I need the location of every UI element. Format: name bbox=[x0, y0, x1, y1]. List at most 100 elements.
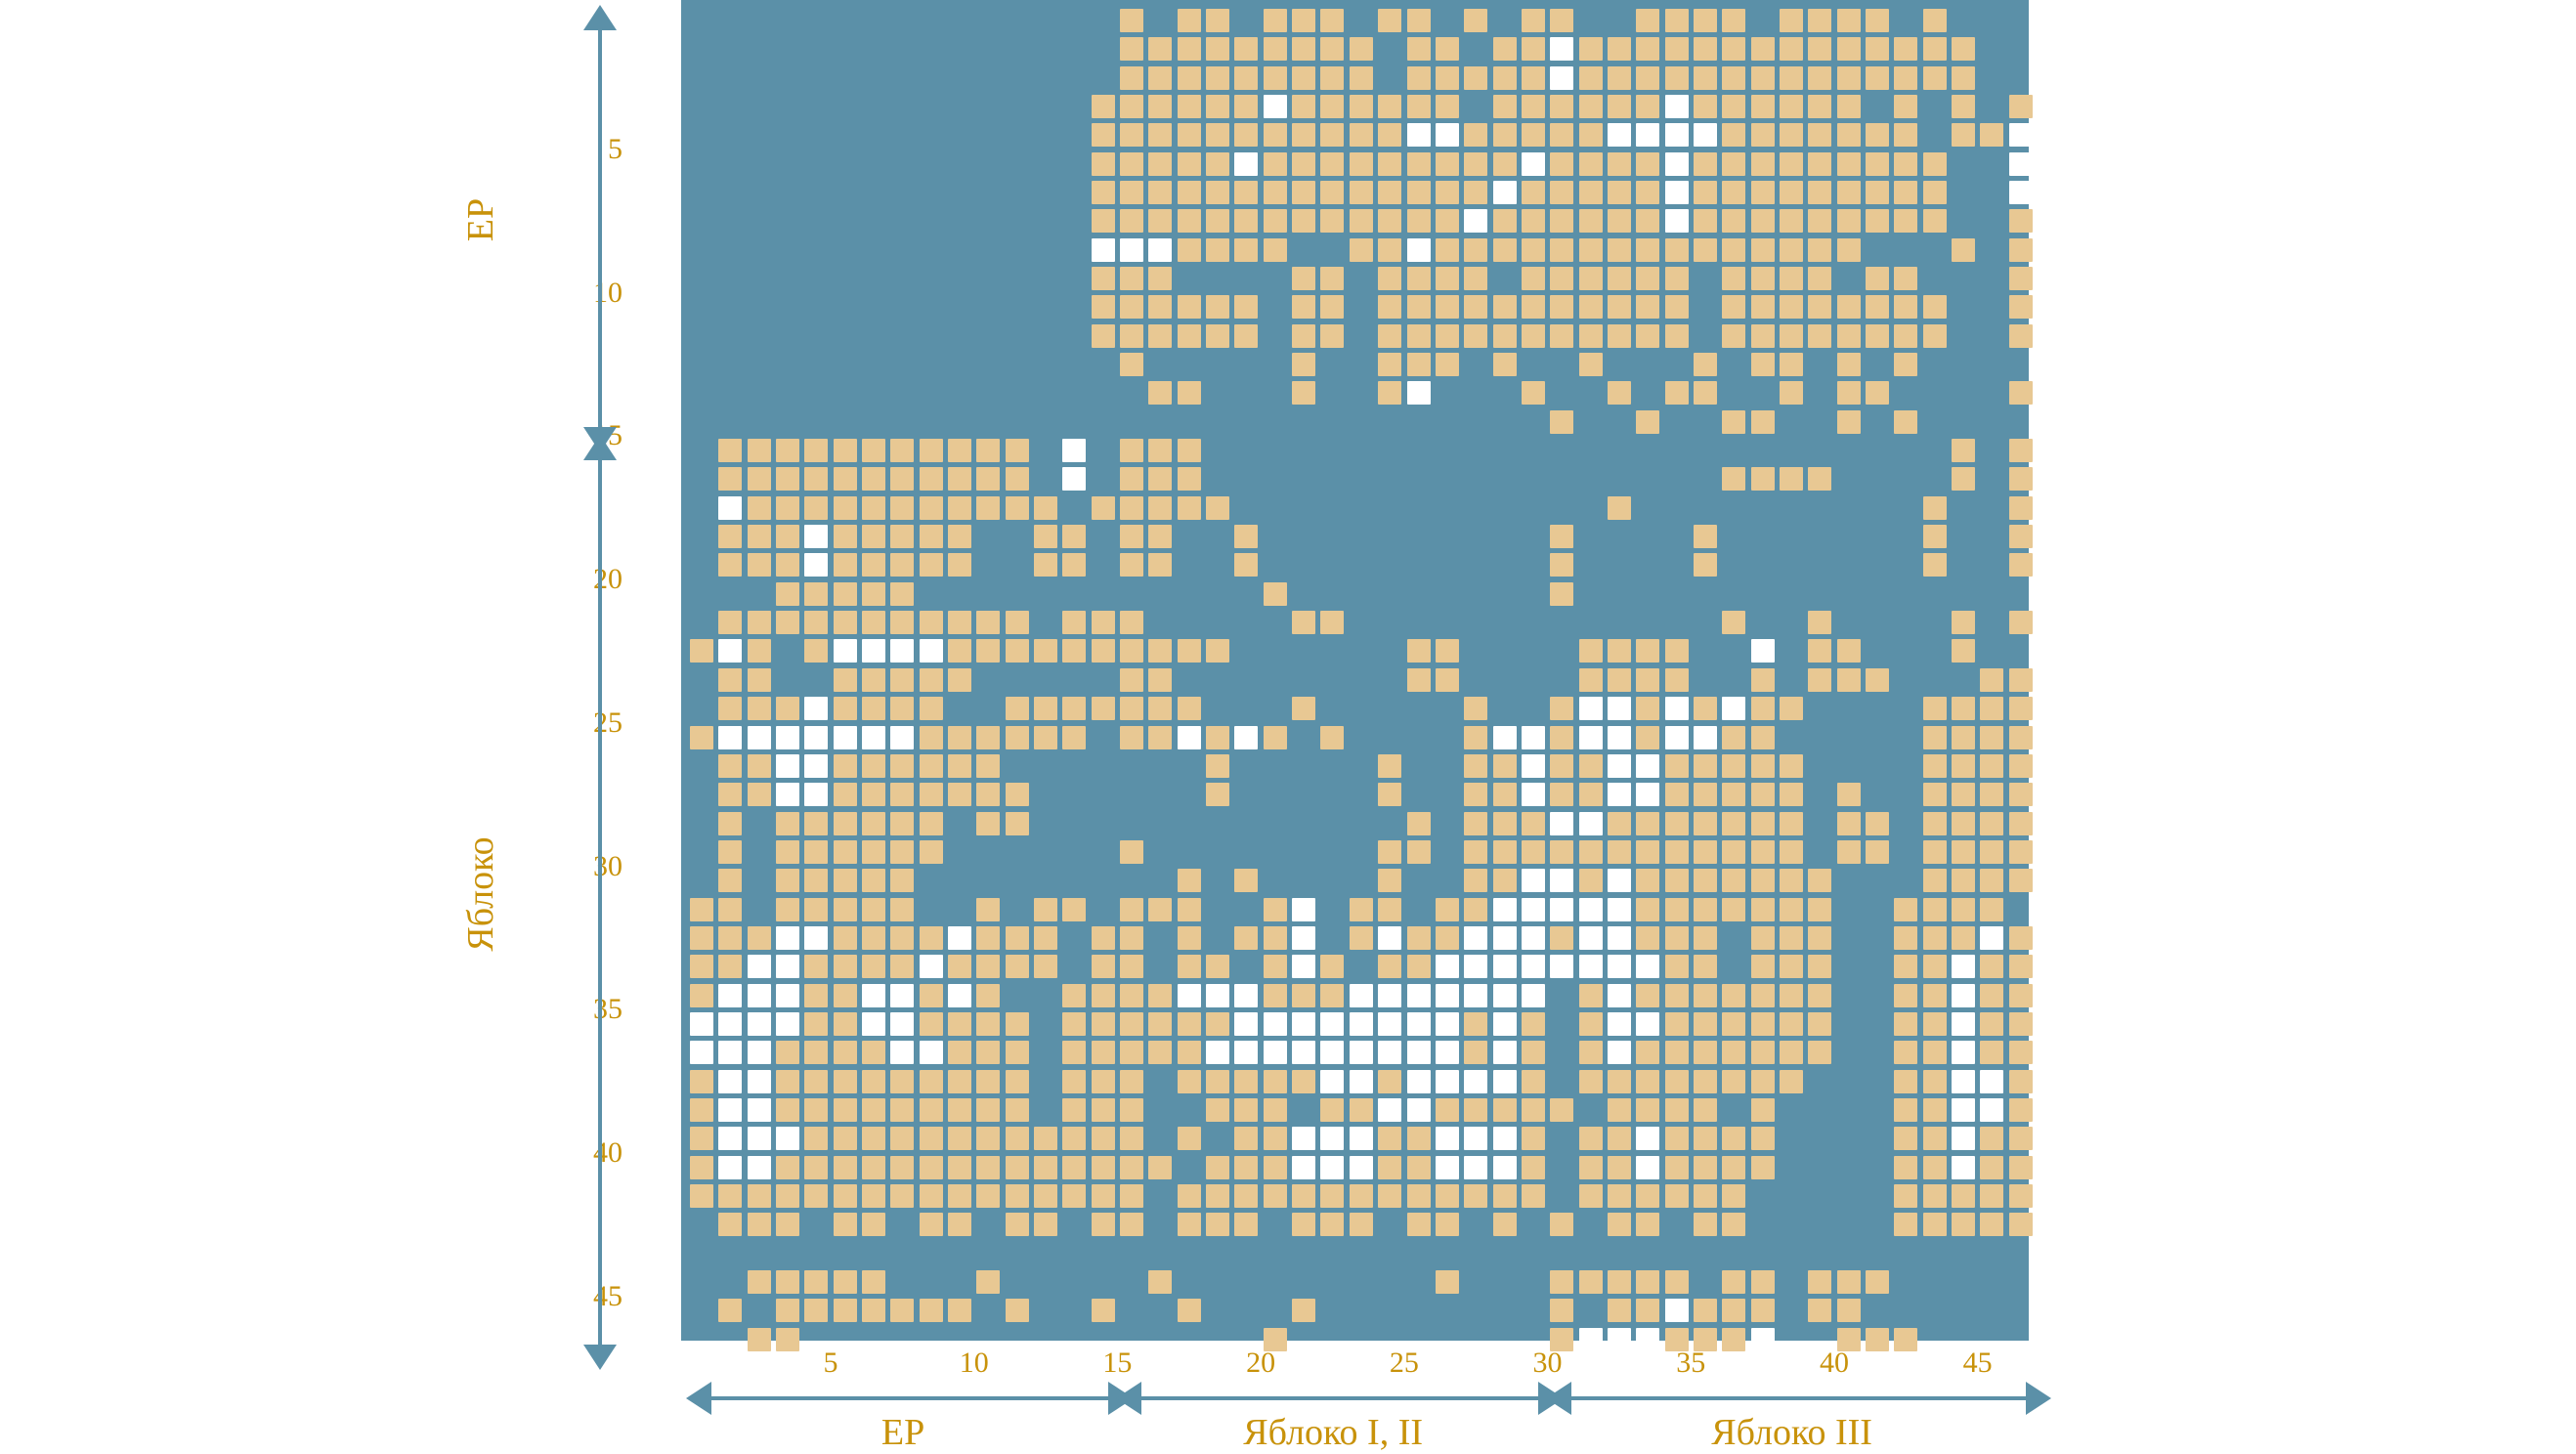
heatmap-cell bbox=[1120, 439, 1144, 463]
heatmap-cell bbox=[1263, 1183, 1287, 1208]
heatmap-cell bbox=[890, 495, 915, 520]
heatmap-cell bbox=[1980, 753, 2004, 778]
heatmap-cell bbox=[1836, 353, 1861, 377]
heatmap-cell bbox=[1406, 1127, 1431, 1151]
heatmap-cell bbox=[776, 1155, 800, 1179]
heatmap-cell bbox=[1234, 323, 1259, 348]
heatmap-cell bbox=[1750, 323, 1775, 348]
heatmap-cell bbox=[1148, 525, 1173, 549]
heatmap-cell bbox=[1464, 65, 1488, 90]
heatmap-cell bbox=[1464, 267, 1488, 291]
heatmap-cell bbox=[833, 1097, 857, 1122]
heatmap-cell bbox=[804, 1097, 829, 1122]
heatmap-cell bbox=[1894, 353, 1918, 377]
heatmap-cell bbox=[1636, 869, 1660, 893]
heatmap-cell bbox=[1091, 925, 1115, 950]
heatmap-cell bbox=[1607, 495, 1631, 520]
heatmap-cell bbox=[948, 1041, 972, 1065]
heatmap-cell bbox=[1148, 181, 1173, 205]
heatmap-cell bbox=[1206, 783, 1230, 807]
heatmap-cell bbox=[776, 1127, 800, 1151]
heatmap-cell bbox=[1435, 1213, 1459, 1237]
heatmap-cell bbox=[1578, 95, 1603, 119]
heatmap-cell bbox=[919, 1069, 943, 1093]
heatmap-cell bbox=[1292, 65, 1316, 90]
heatmap-cell bbox=[1636, 925, 1660, 950]
heatmap-cell bbox=[1349, 37, 1373, 62]
heatmap-cell bbox=[1865, 181, 1889, 205]
heatmap-cell bbox=[1722, 697, 1746, 721]
heatmap-cell bbox=[1435, 323, 1459, 348]
heatmap-cell bbox=[976, 955, 1001, 979]
heatmap-cell bbox=[1378, 925, 1402, 950]
heatmap-cell bbox=[1120, 209, 1144, 234]
heatmap-cell bbox=[833, 611, 857, 635]
heatmap-cell bbox=[948, 1011, 972, 1036]
heatmap-cell bbox=[1177, 1069, 1201, 1093]
heatmap-cell bbox=[1435, 983, 1459, 1007]
heatmap-cell bbox=[1464, 1155, 1488, 1179]
heatmap-cell bbox=[890, 525, 915, 549]
heatmap-cell bbox=[1349, 925, 1373, 950]
heatmap-cell bbox=[1521, 9, 1545, 32]
heatmap-cell bbox=[862, 955, 886, 979]
heatmap-cell bbox=[2008, 1011, 2033, 1036]
heatmap-cell bbox=[919, 1299, 943, 1323]
heatmap-cell bbox=[862, 811, 886, 835]
heatmap-cell bbox=[1578, 323, 1603, 348]
x-group-axis-line-0 bbox=[709, 1396, 1111, 1400]
heatmap-cell bbox=[862, 1069, 886, 1093]
heatmap-cell bbox=[1521, 209, 1545, 234]
heatmap-cell bbox=[1091, 1213, 1115, 1237]
heatmap-cell bbox=[1693, 1011, 1717, 1036]
heatmap-cell bbox=[833, 725, 857, 749]
heatmap-cell bbox=[718, 439, 743, 463]
heatmap-cell bbox=[776, 839, 800, 864]
heatmap-cell bbox=[890, 1155, 915, 1179]
heatmap-cell bbox=[1578, 353, 1603, 377]
heatmap-cell bbox=[1894, 1155, 1918, 1179]
heatmap-cell bbox=[1922, 783, 1947, 807]
heatmap-cell bbox=[890, 439, 915, 463]
heatmap-cell bbox=[890, 1183, 915, 1208]
heatmap-cell bbox=[1578, 697, 1603, 721]
heatmap-cell bbox=[1722, 95, 1746, 119]
heatmap-cell bbox=[1664, 323, 1689, 348]
heatmap-cell bbox=[1894, 1097, 1918, 1122]
heatmap-cell bbox=[690, 897, 713, 921]
heatmap-cell bbox=[919, 697, 943, 721]
heatmap-cell bbox=[1120, 37, 1144, 62]
heatmap-cell bbox=[1693, 1097, 1717, 1122]
heatmap-cell bbox=[1120, 295, 1144, 320]
heatmap-cell bbox=[1120, 65, 1144, 90]
heatmap-cell bbox=[1894, 123, 1918, 148]
heatmap-cell bbox=[2008, 209, 2033, 234]
heatmap-cell bbox=[1263, 725, 1287, 749]
heatmap-cell bbox=[1980, 1011, 2004, 1036]
heatmap-cell bbox=[1750, 639, 1775, 663]
heatmap-cell bbox=[1206, 1041, 1230, 1065]
heatmap-cell bbox=[862, 839, 886, 864]
heatmap-cell bbox=[2008, 1213, 2033, 1237]
heatmap-cell bbox=[1005, 1127, 1029, 1151]
heatmap-cell bbox=[1922, 1213, 1947, 1237]
heatmap-cell bbox=[1636, 1183, 1660, 1208]
heatmap-cell bbox=[1951, 467, 1975, 492]
heatmap-cell bbox=[1435, 955, 1459, 979]
heatmap-cell bbox=[1865, 9, 1889, 32]
heatmap-cell bbox=[747, 725, 771, 749]
heatmap-cell bbox=[1177, 467, 1201, 492]
heatmap-cell bbox=[1320, 9, 1345, 32]
heatmap-cell bbox=[1836, 839, 1861, 864]
heatmap-cell bbox=[2008, 323, 2033, 348]
heatmap-cell bbox=[1693, 1069, 1717, 1093]
y-group-arrow-down-icon-1 bbox=[583, 1345, 617, 1370]
heatmap-cell bbox=[1894, 1011, 1918, 1036]
heatmap-cell bbox=[833, 697, 857, 721]
heatmap-cell bbox=[1492, 1041, 1517, 1065]
heatmap-cell bbox=[1750, 1097, 1775, 1122]
heatmap-cell bbox=[1607, 123, 1631, 148]
heatmap-cell bbox=[1722, 267, 1746, 291]
heatmap-cell bbox=[1636, 209, 1660, 234]
heatmap-cell bbox=[1693, 381, 1717, 406]
